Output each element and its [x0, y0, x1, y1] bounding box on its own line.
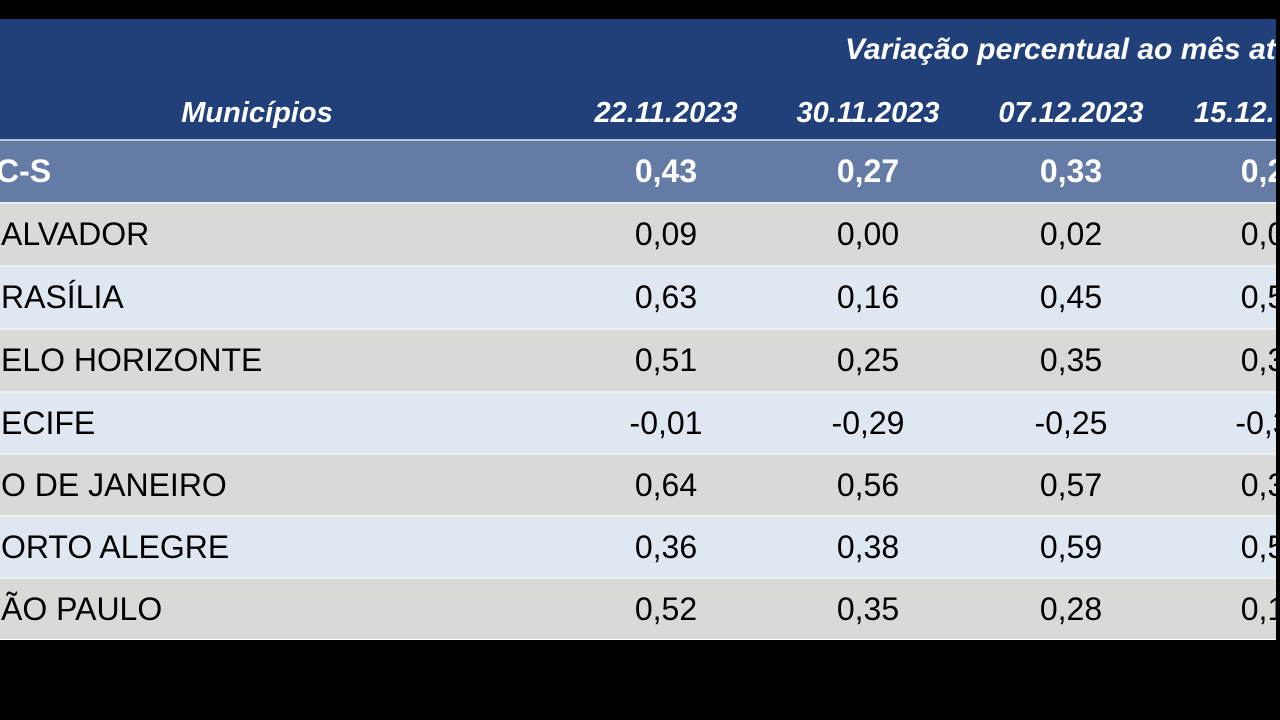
value-cell: 0,16: [836, 279, 900, 315]
value-cell: 0,33: [1039, 153, 1103, 189]
value-cell: -0,25: [1034, 405, 1108, 441]
column-header-date-4: 15.12.: [1194, 97, 1275, 129]
value-cell: 0,35: [836, 591, 900, 627]
value-cell: 0,59: [1039, 529, 1103, 565]
municipality-cell: ÃO PAULO: [1, 591, 163, 627]
value-cell: 0,3: [1240, 467, 1276, 503]
value-cell: -0,3: [1235, 405, 1276, 441]
value-cell: 0,43: [634, 153, 698, 189]
table-row: O DE JANEIRO 0,64 0,56 0,57 0,3: [0, 453, 1276, 515]
table-row: RASÍLIA 0,63 0,16 0,45 0,5: [0, 265, 1276, 328]
value-cell: 0,5: [1240, 529, 1276, 565]
value-cell: 0,45: [1039, 279, 1103, 315]
municipality-cell: RASÍLIA: [1, 279, 124, 315]
table-row: ECIFE -0,01 -0,29 -0,25 -0,3: [0, 391, 1276, 453]
value-cell: 0,2: [1240, 153, 1276, 189]
value-cell: 0,52: [634, 591, 698, 627]
value-cell: 0,00: [836, 216, 900, 252]
value-cell: 0,5: [1240, 279, 1276, 315]
municipality-cell: ALVADOR: [1, 216, 150, 252]
table-row: ÃO PAULO 0,52 0,35 0,28 0,1: [0, 577, 1276, 639]
value-cell: 0,3: [1240, 342, 1276, 378]
table-title: Variação percentual ao mês at: [845, 33, 1276, 66]
value-cell: -0,01: [629, 405, 703, 441]
value-cell: 0,56: [836, 467, 900, 503]
table-row-ipcs-highlight: C-S 0,43 0,27 0,33 0,2: [0, 139, 1276, 202]
value-cell: 0,64: [634, 467, 698, 503]
value-cell: 0,36: [634, 529, 698, 565]
value-cell: 0,0: [1240, 216, 1276, 252]
value-cell: 0,63: [634, 279, 698, 315]
value-cell: -0,29: [831, 405, 905, 441]
value-cell: 0,27: [836, 153, 900, 189]
table-body: C-S 0,43 0,27 0,33 0,2 ALVADOR 0,09 0,00…: [0, 139, 1276, 639]
column-header-date-1: 22.11.2023: [594, 97, 738, 129]
table-row: ORTO ALEGRE 0,36 0,38 0,59 0,5: [0, 515, 1276, 577]
municipality-cell: ELO HORIZONTE: [1, 342, 263, 378]
municipality-cell: O DE JANEIRO: [1, 467, 227, 503]
municipality-cell: ORTO ALEGRE: [1, 529, 230, 565]
value-cell: 0,25: [836, 342, 900, 378]
municipality-cell: ECIFE: [1, 405, 96, 441]
table-header: Variação percentual ao mês at Municípios…: [0, 19, 1276, 139]
value-cell: 0,09: [634, 216, 698, 252]
value-cell: 0,51: [634, 342, 698, 378]
value-cell: 0,38: [836, 529, 900, 565]
column-header-municipios: Municípios: [181, 97, 333, 129]
value-cell: 0,35: [1039, 342, 1103, 378]
value-cell: 0,1: [1240, 591, 1276, 627]
table-row: ALVADOR 0,09 0,00 0,02 0,0: [0, 202, 1276, 265]
report-table: Variação percentual ao mês at Municípios…: [0, 19, 1276, 640]
column-header-date-2: 30.11.2023: [796, 97, 940, 129]
table-row: ELO HORIZONTE 0,51 0,25 0,35 0,3: [0, 328, 1276, 391]
value-cell: 0,02: [1039, 216, 1103, 252]
column-header-date-3: 07.12.2023: [998, 97, 1144, 129]
value-cell: 0,57: [1039, 467, 1103, 503]
municipality-cell: C-S: [0, 153, 52, 189]
value-cell: 0,28: [1039, 591, 1103, 627]
